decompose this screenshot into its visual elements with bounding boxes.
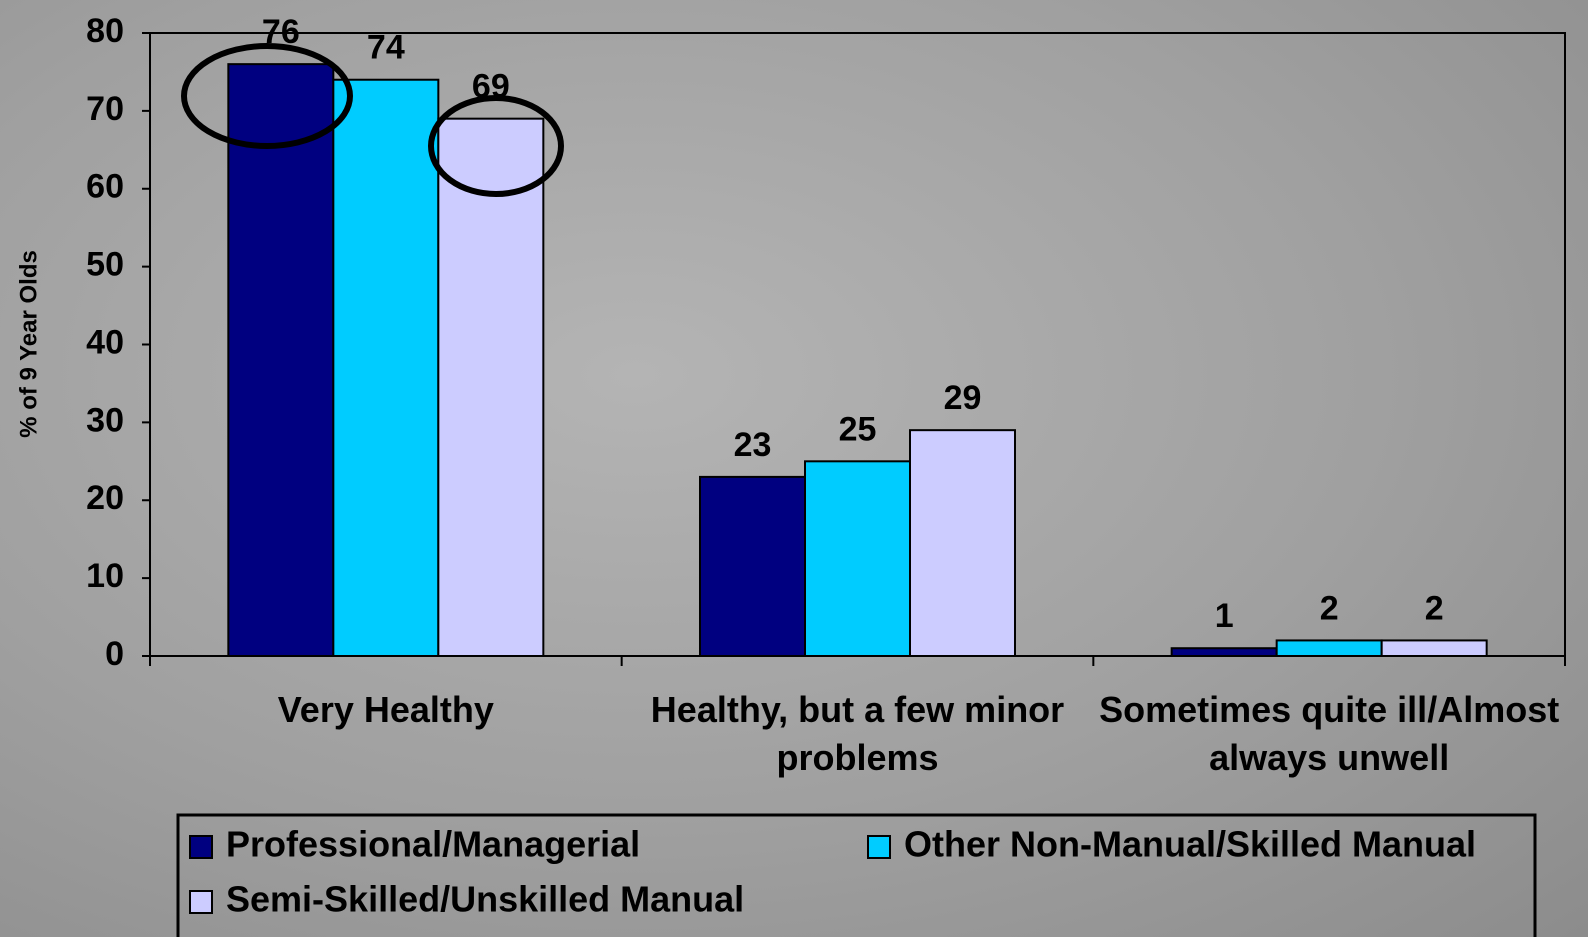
y-tick-label: 20 (86, 479, 124, 517)
legend-label: Other Non-Manual/Skilled Manual (904, 824, 1476, 865)
y-tick-label: 40 (86, 323, 124, 361)
x-tick-label: Sometimes quite ill/Almost always unwell (1094, 686, 1564, 782)
value-label: 1 (1215, 597, 1234, 635)
value-label: 74 (367, 29, 405, 67)
legend-label: Professional/Managerial (226, 824, 640, 865)
legend-label: Semi-Skilled/Unskilled Manual (226, 879, 744, 920)
y-tick-label: 30 (86, 401, 124, 439)
bar (1172, 648, 1277, 656)
value-label: 25 (839, 410, 877, 448)
x-tick-label: Very Healthy (151, 686, 621, 734)
value-label: 2 (1320, 589, 1339, 627)
y-axis-title: % of 9 Year Olds (15, 250, 42, 438)
legend-swatch (190, 836, 212, 858)
page: % of 9 Year Olds 01020304050607080767469… (0, 0, 1588, 937)
chart: % of 9 Year Olds 01020304050607080767469… (0, 0, 1588, 937)
bar (1277, 640, 1382, 656)
legend-swatch (190, 891, 212, 913)
x-tick-label: Healthy, but a few minor problems (623, 686, 1093, 782)
bar (805, 461, 910, 656)
value-label: 23 (734, 426, 772, 464)
y-tick-label: 80 (86, 12, 124, 50)
bar (700, 477, 805, 656)
bar (1382, 640, 1487, 656)
legend-swatch (868, 836, 890, 858)
y-tick-label: 60 (86, 168, 124, 206)
y-tick-label: 10 (86, 557, 124, 595)
bar (910, 430, 1015, 656)
y-tick-label: 70 (86, 90, 124, 128)
bar (228, 64, 333, 656)
value-label: 2 (1425, 589, 1444, 627)
y-tick-label: 0 (105, 635, 124, 673)
bar (438, 119, 543, 656)
y-tick-label: 50 (86, 246, 124, 284)
value-label: 29 (944, 379, 982, 417)
bar (333, 80, 438, 656)
